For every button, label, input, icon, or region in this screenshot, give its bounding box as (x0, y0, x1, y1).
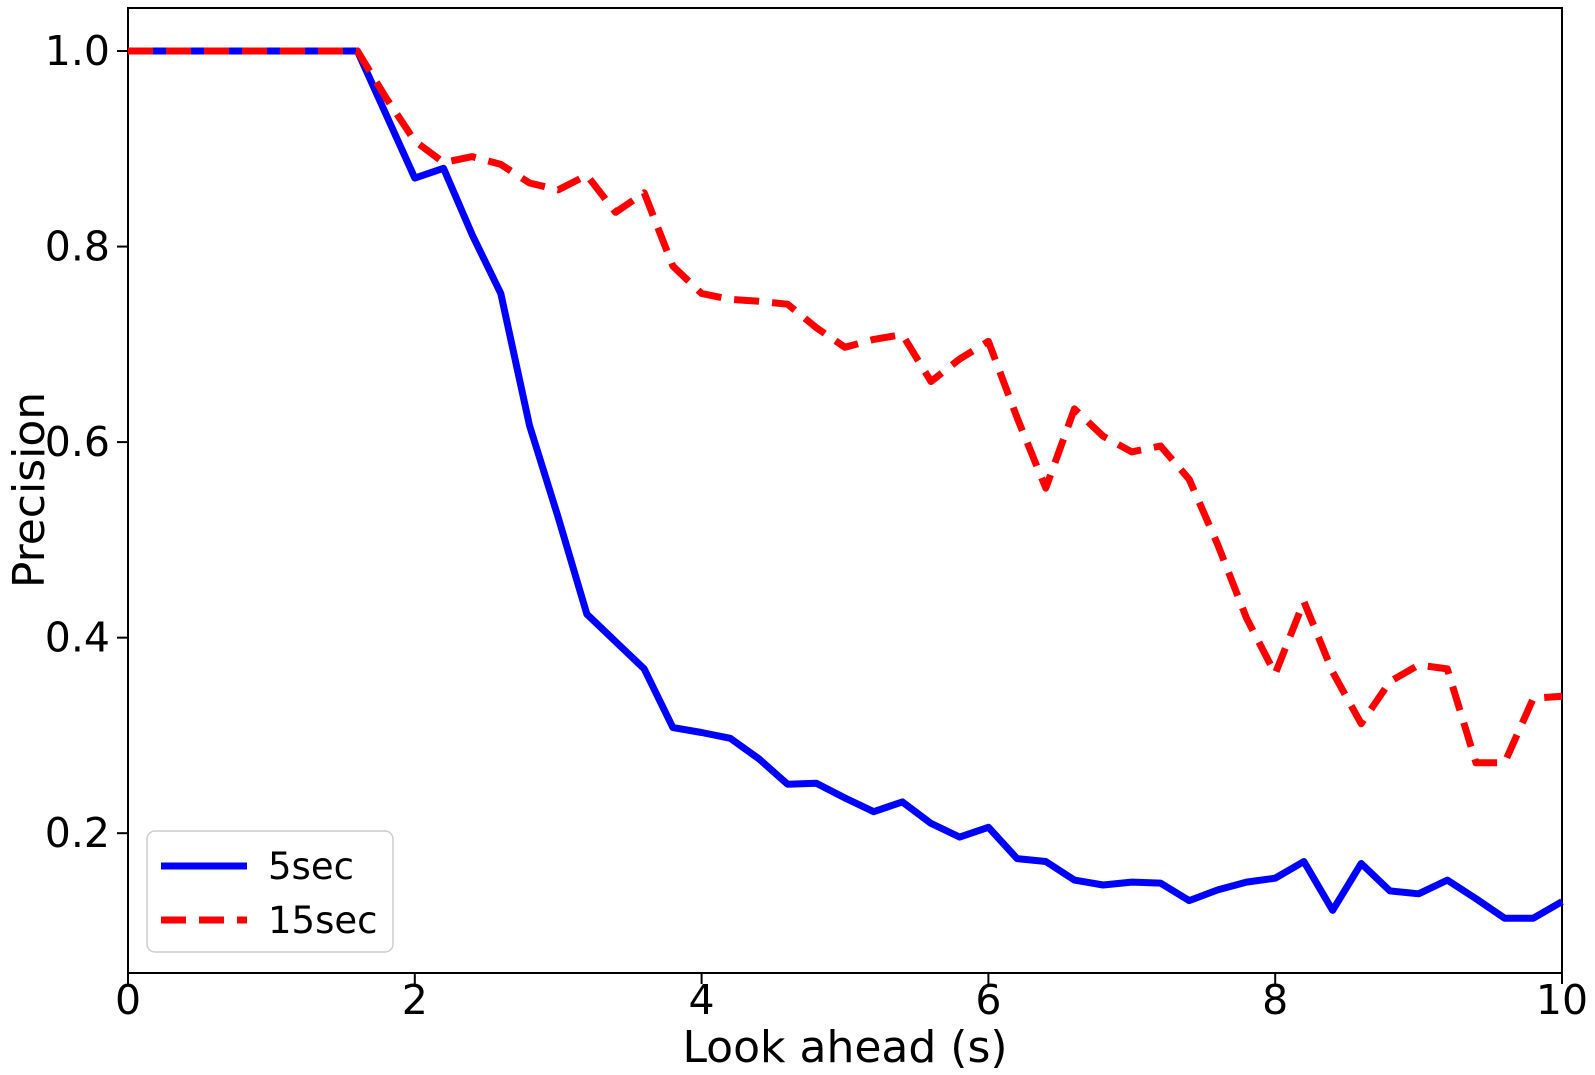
x-tick-label: 10 (1536, 976, 1588, 1024)
y-axis-title: Precision (4, 392, 55, 588)
x-axis-title: Look ahead (s) (682, 1022, 1007, 1073)
x-tick-label: 4 (689, 976, 715, 1024)
x-tick-label: 2 (402, 976, 428, 1024)
y-tick-label: 0.2 (45, 809, 110, 857)
y-tick-label: 0.4 (45, 614, 110, 662)
y-tick-label: 0.8 (45, 223, 110, 271)
legend-label-5sec: 5sec (268, 845, 354, 888)
series-line-5sec (128, 47, 1564, 922)
y-tick-label: 0.6 (45, 418, 110, 466)
x-tick-label: 0 (115, 976, 141, 1024)
x-tick-label: 8 (1262, 976, 1288, 1024)
legend-label-15sec: 15sec (268, 899, 377, 942)
series-line-15sec (128, 47, 1563, 767)
x-tick-label: 6 (975, 976, 1001, 1024)
plot-border (127, 7, 1563, 974)
y-tick-label: 1.0 (45, 27, 110, 75)
